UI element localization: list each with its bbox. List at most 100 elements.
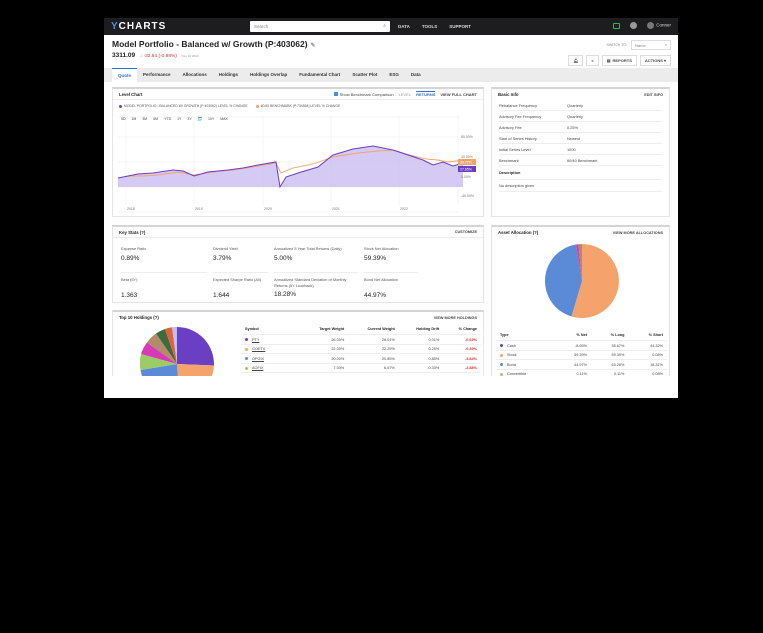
page-title: Model Portfolio - Balanced w/ Growth (P:… [112,39,316,49]
header-actions: 🔔︎ < ▤ REPORTS ACTIONS ▾ [568,55,671,66]
nav-data[interactable]: DATA [398,24,410,29]
view-more-allocations-link[interactable]: VIEW MORE ALLOCATIONS [612,230,663,235]
level-chart-panel: Level Chart Show Benchmark Comparison LE… [112,87,484,217]
holdings-table: Symbol Target Weight Current Weight Hold… [241,325,481,383]
range-3m[interactable]: 3M [142,117,148,121]
switch-to: SWITCH TO: Name ⌕ [607,40,671,50]
description-heading: Description [499,166,662,180]
user-menu[interactable]: Conner [647,22,671,29]
asset-allocation-title: Asset Allocation (?) [498,230,539,235]
search-icon[interactable]: ⌕ [664,42,667,47]
svg-text:27.65%: 27.65% [460,168,472,172]
range-5d[interactable]: 5D [121,117,126,121]
asset-allocation-pie[interactable] [544,243,620,319]
allocation-row-stock: Stock 59.39% 59.39% 0.08% [496,350,667,361]
price-value: 3311.09 [112,52,136,59]
edit-pencil-icon[interactable]: ✎ [310,43,316,49]
tab-holdings[interactable]: Holdings [218,72,239,77]
returns-toggle[interactable]: RETURNS [416,91,436,97]
range-ytd[interactable]: YTD [164,117,172,121]
info-icon[interactable] [630,22,638,29]
document-icon: ▤ [606,58,611,63]
info-row: Advisory Fee 0.25% [499,122,662,133]
user-avatar-icon [647,22,655,29]
search-input[interactable]: Search ⌕ [250,21,390,32]
asset-allocation-panel: Asset Allocation (?) VIEW MORE ALLOCATIO… [491,225,670,398]
info-row: Initial Series Level 1000 [499,144,662,155]
svg-text:2018: 2018 [127,207,135,211]
symbol-link[interactable]: OPGIX [252,356,265,361]
benchmark-checkbox[interactable]: Show Benchmark Comparison [333,91,394,97]
stat-expense-ratio: Expense Ratio 0.89% [121,242,207,273]
svg-text:80.00%: 80.00% [461,135,473,139]
description-text: No description given [499,180,662,192]
range-1m[interactable]: 1M [131,117,137,121]
customize-link[interactable]: CUSTOMIZE [454,230,477,234]
level-toggle[interactable]: LEVEL [398,91,412,97]
stat-sharpe: Expected Sharpe Ratio (All) 1.644 [213,277,262,299]
share-button[interactable]: < [586,55,599,66]
basic-info-panel: Basic Info EDIT INFO Rebalance Frequency… [491,87,670,217]
symbol-link[interactable]: GOETX [252,347,266,352]
search-icon[interactable]: ⌕ [383,23,386,29]
symbol-link[interactable]: AOFIX [252,366,264,371]
tab-data[interactable]: Data [410,72,421,77]
svg-text:2020: 2020 [264,207,272,211]
stat-dividend-yield: Dividend Yield 3.79% [213,242,268,273]
info-row: Rebalance Frequency Quarterly [499,100,662,111]
tab-esg[interactable]: ESG [389,72,399,77]
top-nav: YCHARTS Search ⌕ DATA TOOLS SUPPORT Conn… [104,18,678,35]
svg-text:2019: 2019 [195,207,203,211]
info-row: Start of Series History Newest [499,133,662,144]
stat-beta: Beta (5Y) 1.363 [121,277,138,299]
stat-stock-allocation: Stock Net Allocation 59.39% [364,242,418,273]
key-stats-panel: Key Stats (?) CUSTOMIZE Expense Ratio 0.8… [112,225,484,303]
range-max[interactable]: MAX [220,117,228,121]
page-bottom-blank [104,376,678,398]
view-full-chart-link[interactable]: VIEW FULL CHART [440,91,477,97]
svg-text:-40.00%: -40.00% [461,194,474,198]
tab-performance[interactable]: Performance [143,72,171,77]
key-stats-title: Key Stats (?) [119,229,146,235]
range-selector: 5D 1M 3M 6M YTD 1Y 3Y 5Y 10Y MAX [121,117,228,122]
reports-button[interactable]: ▤ REPORTS [601,55,637,66]
tab-allocations[interactable]: Allocations [182,72,207,77]
range-5y[interactable]: 5Y [197,117,202,122]
svg-text:39.72%: 39.72% [460,161,472,165]
chart-legend: MODEL PORTFOLIO - BALANCED W/ GROWTH (P:… [113,100,483,112]
range-10y[interactable]: 10Y [207,117,215,121]
chat-icon[interactable] [613,22,621,29]
tab-quote[interactable]: Quote [112,68,137,82]
ycharts-logo[interactable]: YCHARTS [111,21,167,32]
range-3y[interactable]: 3Y [187,117,192,121]
actions-dropdown[interactable]: ACTIONS ▾ [639,55,671,66]
nav-links: DATA TOOLS SUPPORT [398,24,471,29]
range-6m[interactable]: 6M [153,117,159,121]
switch-to-input[interactable]: Name ⌕ [631,40,671,50]
level-chart-plot[interactable]: 39.72% 27.65% 80.00% 40.00% 0.00% -40.00… [118,115,480,215]
svg-text:2022: 2022 [400,207,408,211]
stat-bond-allocation: Bond Net Allocation 44.97% [364,277,398,299]
allocation-row-cash: Cash -8.65% 35.67% 44.32% [496,340,667,351]
edit-info-link[interactable]: EDIT INFO [644,92,663,97]
page-header: Model Portfolio - Balanced w/ Growth (P:… [104,35,678,68]
svg-text:40.00%: 40.00% [461,155,473,159]
tab-fundamental-chart[interactable]: Fundamental Chart [299,72,341,77]
alert-button[interactable]: 🔔︎ [568,55,584,66]
top-holdings-title: Top 10 Holdings (?) [119,315,159,320]
nav-support[interactable]: SUPPORT [449,24,472,29]
symbol-link[interactable]: PTY [252,337,260,342]
svg-text:2021: 2021 [332,207,340,211]
stat-std-dev: Annualized Standard Deviation of Monthly… [274,277,347,299]
svg-text:0.00%: 0.00% [461,175,471,179]
nav-tools[interactable]: TOOLS [421,24,438,29]
info-row: Advisory Fee Frequency Quarterly [499,111,662,122]
bell-icon: 🔔︎ [573,58,579,63]
legend-item-portfolio: MODEL PORTFOLIO - BALANCED W/ GROWTH (P:… [119,104,248,108]
range-1y[interactable]: 1Y [177,117,182,121]
tab-holdings-overlap[interactable]: Holdings Overlap [250,72,288,77]
price-date: Nov 16 2022 [181,54,199,58]
view-more-holdings-link[interactable]: VIEW MORE HOLDINGS [433,315,477,320]
checkbox-icon [333,91,338,96]
tab-scatter-plot[interactable]: Scatter Plot [352,72,378,77]
